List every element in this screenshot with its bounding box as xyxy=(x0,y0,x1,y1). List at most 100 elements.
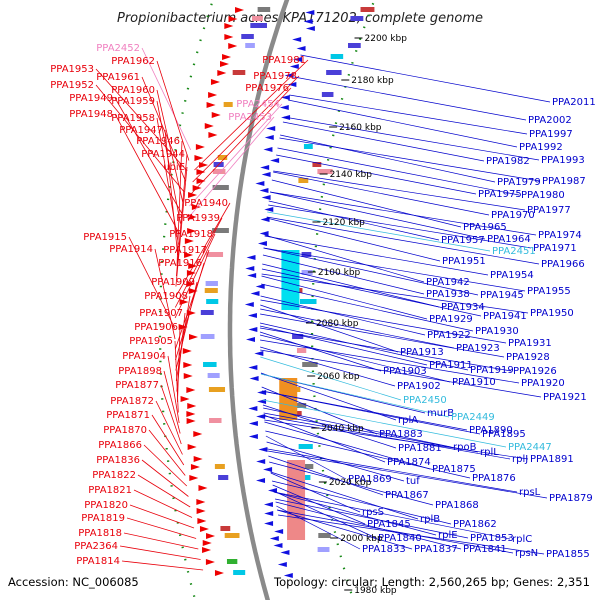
gene-label: PPA1853 xyxy=(470,533,514,544)
feature-block xyxy=(220,526,231,531)
gene-label: PPA1913 xyxy=(400,347,444,358)
gene-arrow-forward xyxy=(187,228,197,234)
gene-arrow-reverse xyxy=(273,543,283,548)
gene-arrow-reverse xyxy=(292,57,302,62)
gene-label: PPA1920 xyxy=(521,378,565,389)
gene-arrow-reverse xyxy=(263,467,273,472)
gene-label: PPA1890 xyxy=(469,425,513,436)
gene-label: PPA1931 xyxy=(508,338,552,349)
gene-label: PPA1965 xyxy=(463,222,507,233)
feature-block xyxy=(241,34,254,39)
label-connector xyxy=(174,340,179,413)
gene-arrow-forward xyxy=(211,112,221,118)
gene-label: PPA1944 xyxy=(141,149,185,160)
label-connector xyxy=(263,247,526,292)
gene-label: PPA1946 xyxy=(136,136,180,147)
label-connector xyxy=(267,448,518,493)
gene-arrow-reverse xyxy=(305,26,315,31)
label-connector xyxy=(129,504,195,529)
gene-arrow-forward xyxy=(196,508,206,514)
gene-label: PPA2453 xyxy=(228,112,272,123)
ruler-label: 2060 kbp xyxy=(317,372,360,382)
gene-arrow-reverse xyxy=(254,351,264,356)
ruler-label: 2040 kbp xyxy=(321,424,364,434)
label-connector xyxy=(259,327,512,372)
gene-label: PPA1908 xyxy=(144,291,188,302)
feature-block xyxy=(233,570,246,575)
feature-block xyxy=(298,444,313,449)
label-connector xyxy=(192,75,300,183)
feature-block xyxy=(200,334,215,339)
label-connector xyxy=(194,59,309,171)
gene-arrow-reverse xyxy=(269,536,279,541)
gene-label: PPA1883 xyxy=(379,429,423,440)
label-connector xyxy=(167,355,180,424)
gene-label: PPA2454 xyxy=(236,99,280,110)
gene-label: PPA1951 xyxy=(442,256,486,267)
gene-arrow-reverse xyxy=(259,188,269,193)
feature-block xyxy=(224,533,240,538)
gene-label: rplB xyxy=(420,514,440,525)
label-connector xyxy=(272,484,366,525)
gene-label: PPA1907 xyxy=(139,308,183,319)
label-connector xyxy=(176,140,183,266)
label-connector xyxy=(156,117,179,245)
gene-arrow-forward xyxy=(217,70,227,76)
gene-label: PPA1941 xyxy=(483,311,527,322)
gene-label: PPA1898 xyxy=(118,366,162,377)
gene-arrow-reverse xyxy=(266,126,276,131)
gene-arrow-forward xyxy=(190,464,200,470)
gene-arrow-forward xyxy=(199,526,209,532)
gene-arrow-reverse xyxy=(277,562,287,567)
feature-block xyxy=(321,92,334,97)
gene-label: PPA1910 xyxy=(452,377,496,388)
label-connector xyxy=(187,116,275,219)
label-connector xyxy=(137,474,191,508)
gene-label: PPA1977 xyxy=(527,205,571,216)
gene-label: PPA1934 xyxy=(441,302,485,313)
ruler-label: 2180 kbp xyxy=(351,76,394,86)
feature-block xyxy=(212,228,229,233)
label-connector xyxy=(143,444,188,487)
gene-label: PPA1938 xyxy=(426,289,470,300)
label-connector xyxy=(260,349,542,398)
label-connector xyxy=(175,166,188,287)
label-connector xyxy=(277,509,514,554)
feature-block xyxy=(226,559,238,564)
gene-arrow-forward xyxy=(193,456,203,462)
gene-label: PPA1966 xyxy=(541,259,585,270)
feature-block xyxy=(207,373,220,378)
gene-label: PPA1930 xyxy=(475,326,519,337)
gene-arrow-reverse xyxy=(246,255,256,260)
gene-arrow-forward xyxy=(183,373,193,379)
gene-label: PPA1919 xyxy=(470,365,514,376)
label-connector xyxy=(263,412,479,453)
label-connector xyxy=(151,414,185,466)
gene-label: rplA xyxy=(398,415,418,426)
gene-arrow-reverse xyxy=(257,241,267,246)
label-connector xyxy=(277,509,413,550)
label-connector xyxy=(260,313,505,358)
feature-block xyxy=(292,403,307,408)
feature-block xyxy=(292,334,304,339)
gene-arrow-reverse xyxy=(261,172,271,177)
label-connector xyxy=(261,275,428,320)
label-connector xyxy=(261,273,529,314)
gene-label: PPA1845 xyxy=(367,519,411,530)
gene-arrow-forward xyxy=(184,238,194,244)
gene-label: PPA1964 xyxy=(487,234,531,245)
feature-block xyxy=(208,387,226,392)
gene-label: PPA1993 xyxy=(541,155,585,166)
gene-label: PPA1895 xyxy=(482,429,526,440)
gene-arrow-forward xyxy=(205,559,215,565)
gene-arrow-forward xyxy=(188,263,198,269)
gene-label: PPA1914 xyxy=(109,244,153,255)
gene-label: murB xyxy=(427,408,454,419)
label-connector xyxy=(273,170,526,211)
gene-label: PPA1923 xyxy=(456,343,500,354)
gene-arrow-forward xyxy=(228,16,238,22)
feature-segment xyxy=(279,378,298,420)
gene-label: PPA2452 xyxy=(96,43,140,54)
gene-label: rpoB xyxy=(453,442,477,453)
